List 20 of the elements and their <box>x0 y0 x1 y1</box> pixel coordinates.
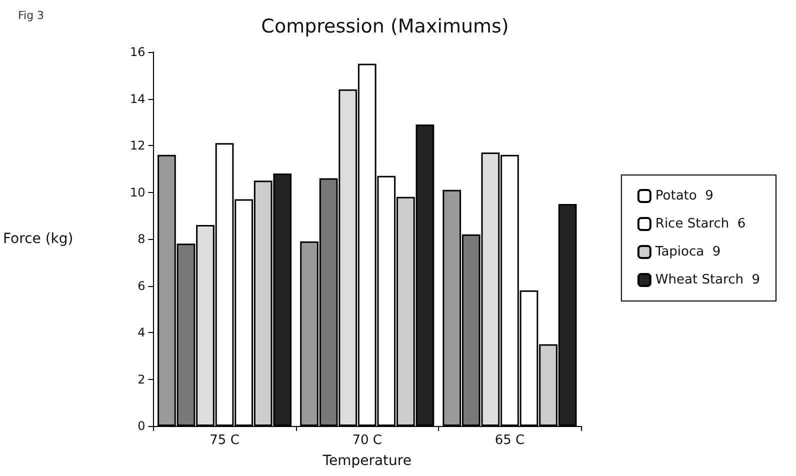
x-tick-label: 70 C <box>352 433 382 448</box>
y-tick-label: 12 <box>130 138 146 152</box>
y-tick-label: 14 <box>130 92 146 106</box>
legend-label: Tapioca 9 <box>654 244 721 260</box>
x-tick-label: 75 C <box>210 433 240 448</box>
legend-label: Wheat Starch 9 <box>655 272 760 288</box>
y-tick-label: 2 <box>138 372 146 386</box>
legend-label: Potato 9 <box>655 188 714 204</box>
y-tick-label: 8 <box>138 232 146 246</box>
y-tick-label: 16 <box>130 45 146 59</box>
caption: Fig 3 <box>18 9 44 22</box>
y-tick-label: 0 <box>138 419 146 433</box>
x-axis-title: Temperature <box>322 453 412 469</box>
y-tick-label: 6 <box>138 278 146 293</box>
chart-title: Compression (Maximums) <box>261 16 509 38</box>
y-tick-label: 4 <box>138 326 146 340</box>
legend-label: Rice Starch 6 <box>655 216 746 232</box>
y-axis-title: Force (kg) <box>2 231 74 247</box>
y-tick-label: 10 <box>130 185 146 200</box>
x-tick-label: 65 C <box>494 433 525 448</box>
